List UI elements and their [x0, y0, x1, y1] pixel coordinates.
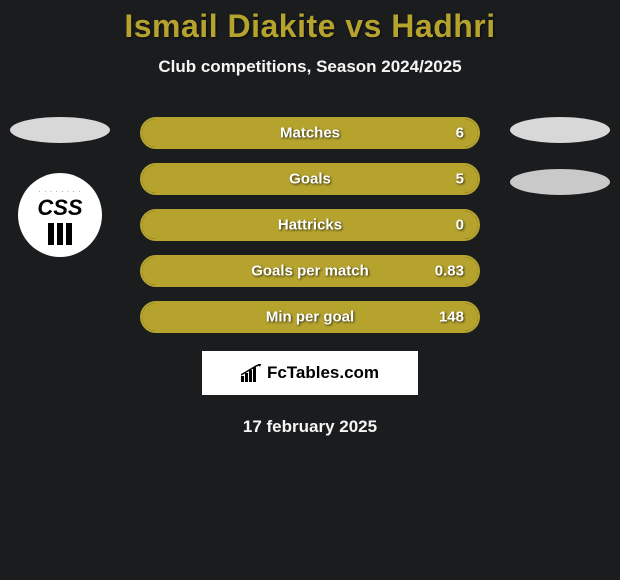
- club-badge-text: CSS: [37, 197, 82, 219]
- club-badge: · · · · · · · · CSS: [18, 173, 102, 257]
- stats-bars: Matches 6 Goals 5 Hattricks 0 Goals per match 0…: [140, 117, 480, 333]
- page-title: Ismail Diakite vs Hadhri: [0, 8, 620, 45]
- stat-value: 0: [456, 217, 464, 234]
- stat-bar: Goals 5: [140, 163, 480, 195]
- stat-value: 5: [456, 171, 464, 188]
- comparison-card: Ismail Diakite vs Hadhri Club competitio…: [0, 0, 620, 437]
- stat-label: Hattricks: [278, 217, 342, 234]
- stat-bar: Hattricks 0: [140, 209, 480, 241]
- stat-label: Matches: [280, 125, 340, 142]
- stat-label: Min per goal: [266, 309, 354, 326]
- date-text: 17 february 2025: [0, 417, 620, 437]
- branding-box: FcTables.com: [202, 351, 418, 395]
- chart-icon: [241, 364, 263, 382]
- subtitle: Club competitions, Season 2024/2025: [0, 57, 620, 77]
- stat-value: 0.83: [435, 263, 464, 280]
- branding-text: FcTables.com: [267, 363, 379, 383]
- player-photo-placeholder-right-2: [510, 169, 610, 195]
- stat-label: Goals per match: [251, 263, 369, 280]
- stat-value: 148: [439, 309, 464, 326]
- player-photo-placeholder-left: [10, 117, 110, 143]
- player-photo-placeholder-right-1: [510, 117, 610, 143]
- stat-label: Goals: [289, 171, 331, 188]
- stat-value: 6: [456, 125, 464, 142]
- stat-bar: Min per goal 148: [140, 301, 480, 333]
- content-area: · · · · · · · · CSS Matches 6 Goals 5 Hattri…: [0, 117, 620, 437]
- stat-bar: Matches 6: [140, 117, 480, 149]
- club-badge-stripes: [48, 223, 72, 245]
- stat-bar: Goals per match 0.83: [140, 255, 480, 287]
